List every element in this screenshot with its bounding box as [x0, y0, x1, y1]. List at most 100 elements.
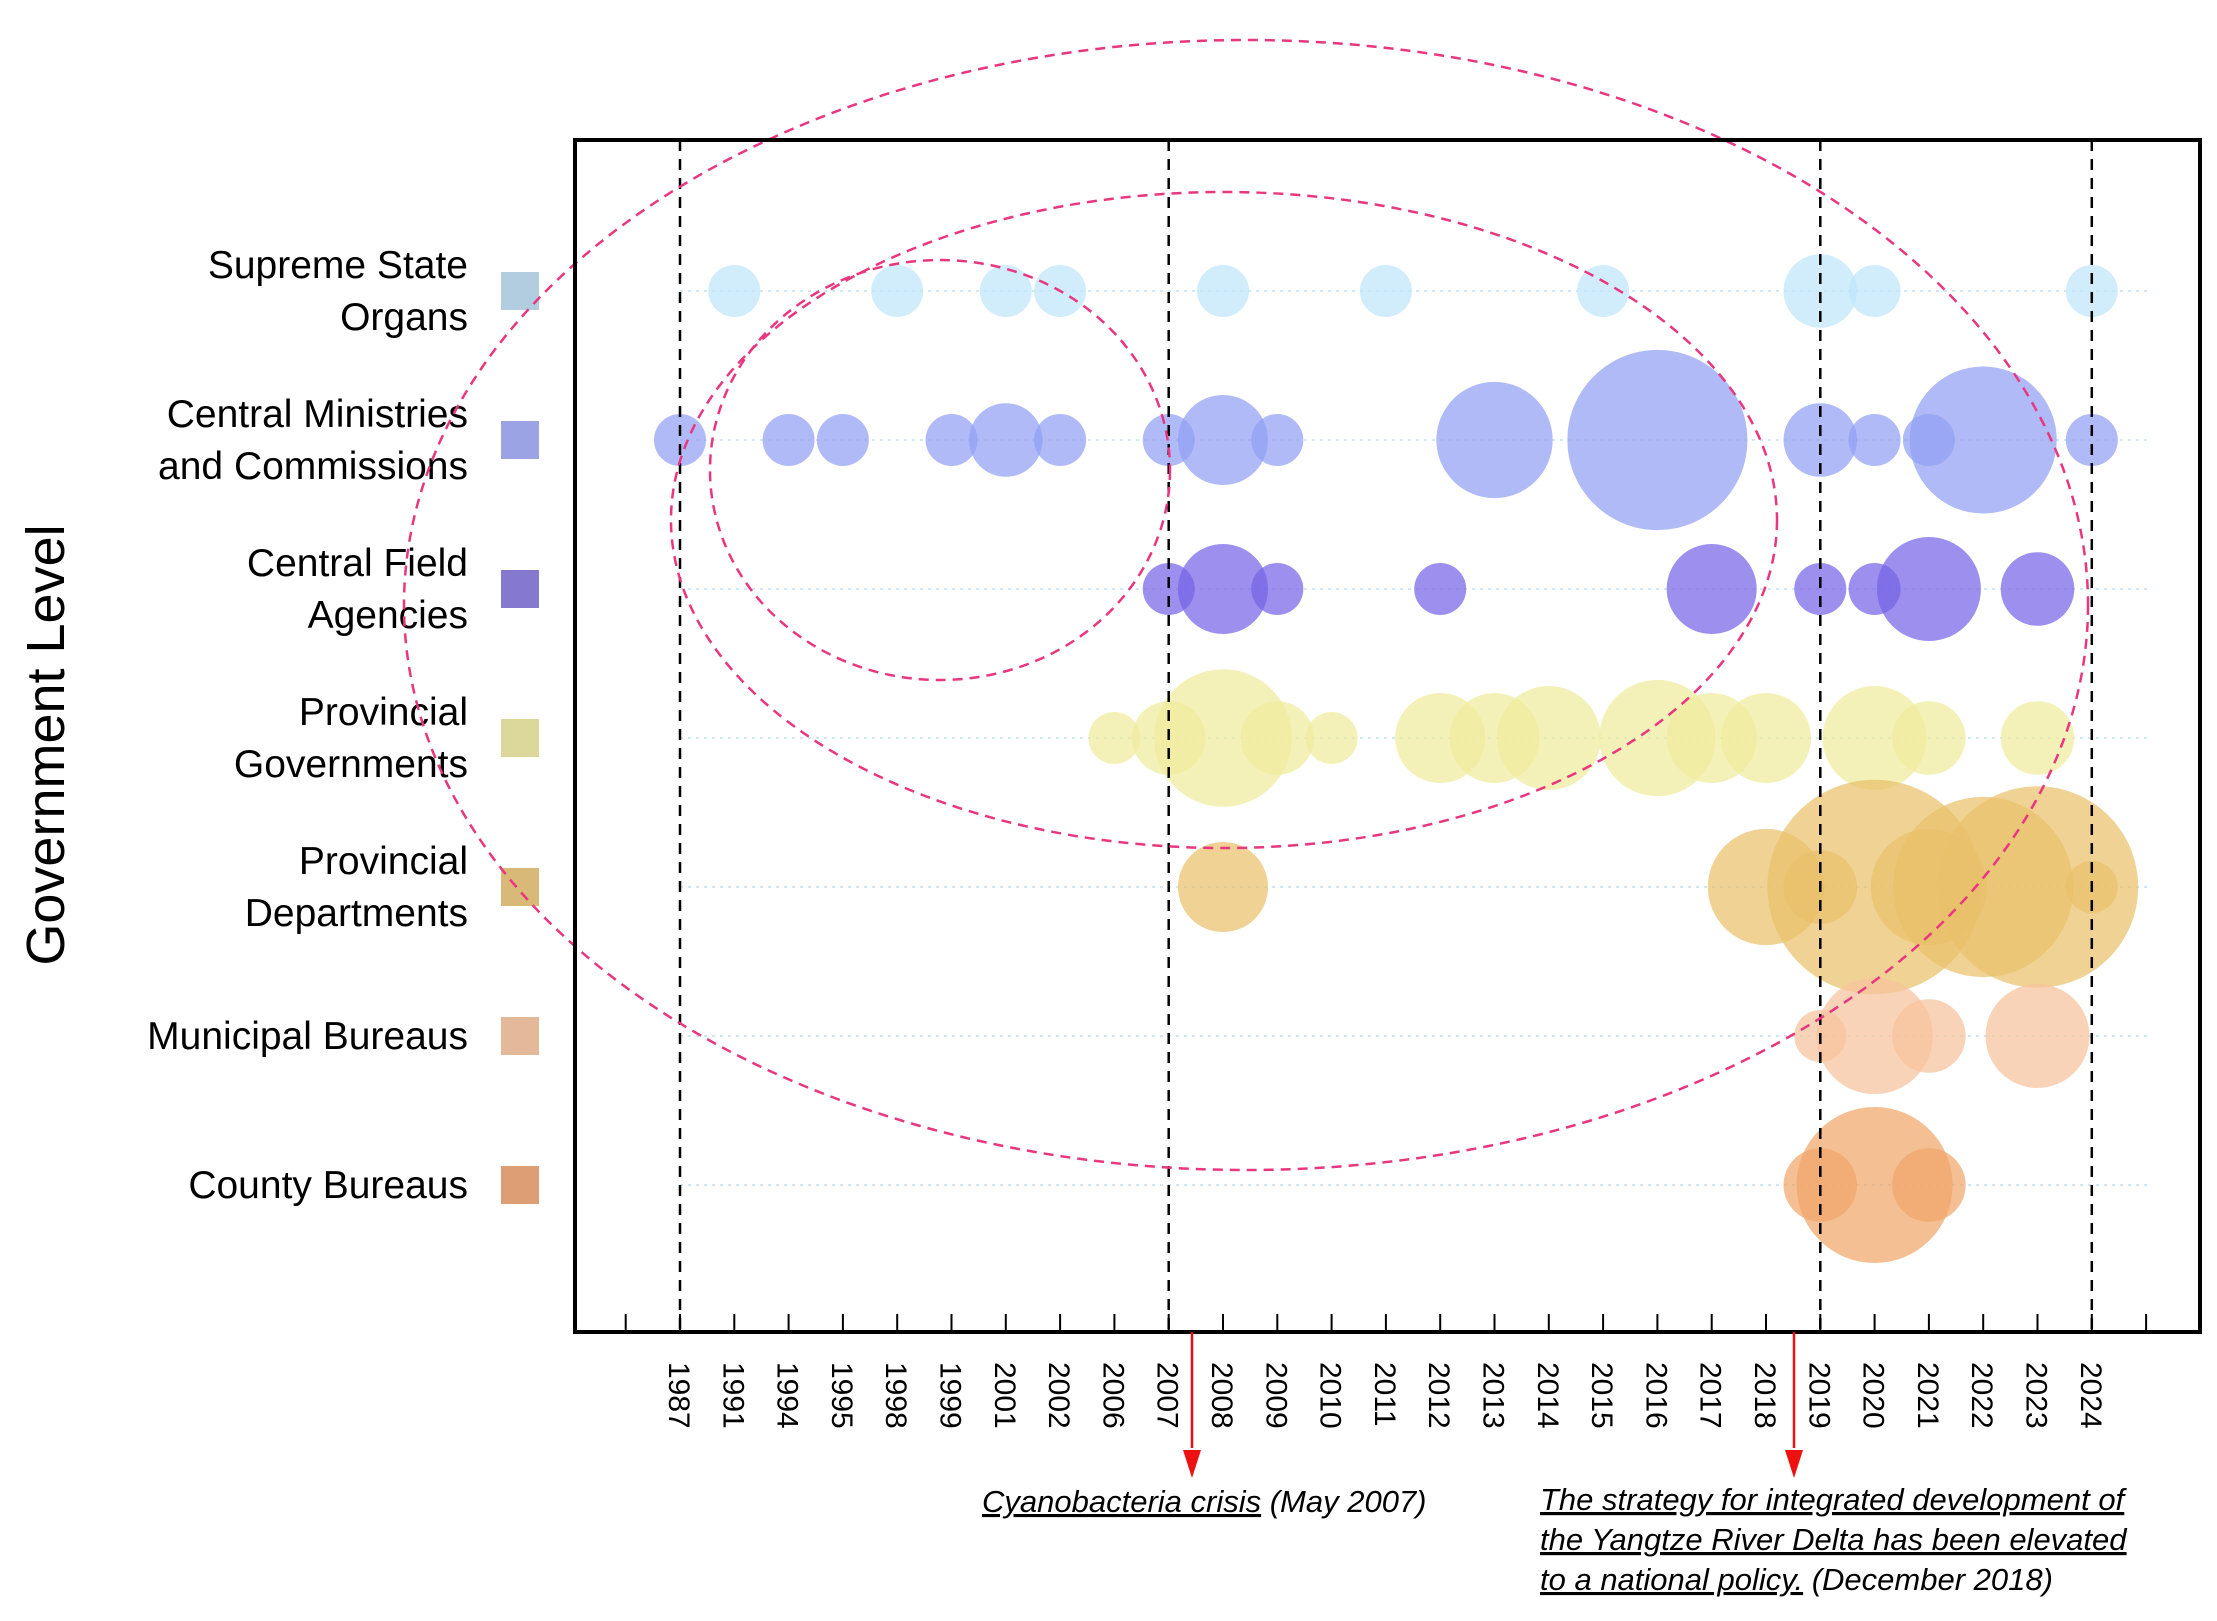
event-annotations: Cyanobacteria crisis (May 2007) The strat… — [982, 1332, 2128, 1597]
category-label: Municipal Bureaus — [147, 1015, 468, 1058]
category-label: Agencies — [308, 594, 468, 637]
category-labels: Supreme State Organs Central Ministries and… — [147, 244, 539, 1207]
bubble — [1177, 543, 1269, 635]
category-label: Provincial — [299, 840, 468, 883]
x-tick-label: 2009 — [1259, 1362, 1292, 1429]
category-swatch — [501, 421, 539, 459]
bubble — [1796, 1107, 1953, 1263]
x-tick-label: 1998 — [879, 1362, 912, 1429]
x-tick-label: 1995 — [825, 1362, 858, 1429]
x-tick-label: 2001 — [988, 1362, 1021, 1429]
bubble — [1305, 712, 1358, 764]
bubble — [2065, 265, 2118, 317]
bubble — [1876, 537, 1981, 641]
x-tick-label: 2014 — [1531, 1362, 1564, 1429]
category-label: Governments — [234, 743, 468, 786]
category-swatch — [501, 272, 539, 310]
bubbles — [654, 254, 2139, 1263]
x-tick-label: 1994 — [771, 1362, 804, 1429]
bubble — [1848, 414, 1901, 466]
bubble — [1436, 381, 1553, 499]
x-tick-label: 2018 — [1748, 1362, 1781, 1429]
category-swatch — [501, 1166, 539, 1204]
bubble — [1177, 841, 1269, 933]
bubble — [979, 265, 1032, 317]
category-label: Central Field — [247, 542, 468, 585]
x-tick-label: 2023 — [2020, 1362, 2053, 1429]
event-annotation-yangtze-line: The strategy for integrated development … — [1540, 1482, 2128, 1517]
bubble — [2065, 414, 2118, 466]
event-annotation-yangtze-line: the Yangtze River Delta has been elevate… — [1540, 1522, 2128, 1557]
x-tick-label: 2024 — [2074, 1362, 2107, 1429]
bubble — [871, 265, 924, 317]
x-tick-label: 1987 — [662, 1362, 695, 1429]
bubble — [1892, 999, 1966, 1073]
bubble — [1197, 265, 1249, 317]
highlight-ellipses — [402, 38, 2090, 1172]
bubble — [969, 403, 1043, 477]
x-tick-label: 2021 — [1911, 1362, 1944, 1429]
category-label: County Bureaus — [188, 1164, 468, 1207]
event-annotation-yangtze-line: to a national policy. (December 2018) — [1540, 1562, 2053, 1597]
highlight-ellipse — [669, 190, 1779, 850]
x-tick-label: 2002 — [1042, 1362, 1075, 1429]
bubble — [1088, 712, 1141, 764]
bubble — [1783, 403, 1858, 477]
year-marker-lines — [678, 140, 2094, 1332]
bubble — [1251, 563, 1304, 615]
bubble — [1783, 254, 1858, 328]
x-tick-label: 2020 — [1857, 1362, 1890, 1429]
x-tick-label: 2013 — [1477, 1362, 1510, 1429]
bubble — [1240, 701, 1315, 775]
event-annotation-cyanobacteria: Cyanobacteria crisis (May 2007) — [982, 1484, 1427, 1519]
bubble — [1567, 349, 1748, 531]
bubble — [1577, 265, 1630, 317]
category-label: Provincial — [299, 691, 468, 734]
plot-frame — [573, 138, 2202, 1334]
x-tick-label: 2010 — [1314, 1362, 1347, 1429]
x-tick-label: 1991 — [716, 1362, 749, 1429]
bubble — [1892, 701, 1966, 775]
bubble — [925, 414, 978, 466]
bubble — [1177, 394, 1269, 486]
x-tick-label: 2007 — [1151, 1362, 1184, 1429]
x-tick-label: 2006 — [1096, 1362, 1129, 1429]
category-label: Departments — [245, 892, 468, 935]
x-tick-label: 2022 — [1965, 1362, 1998, 1429]
category-swatch — [501, 570, 539, 608]
bubble — [762, 414, 815, 466]
bubble — [1822, 686, 1927, 790]
category-swatch — [501, 719, 539, 757]
category-swatch — [501, 1017, 539, 1055]
bubble — [1816, 977, 1933, 1095]
x-tick-label: 2015 — [1585, 1362, 1618, 1429]
category-label: Organs — [340, 296, 468, 339]
bubble — [1414, 563, 1467, 615]
x-tick-label: 1999 — [934, 1362, 967, 1429]
bubble — [1359, 265, 1412, 317]
bubble — [1496, 686, 1601, 790]
bubble — [2000, 552, 2075, 626]
bubble — [1666, 543, 1757, 635]
event-arrow-head — [1183, 1450, 1201, 1478]
bubble — [816, 414, 869, 466]
category-label: Central Ministries — [167, 393, 468, 436]
bubble — [1848, 265, 1901, 317]
highlight-ellipse — [708, 258, 1172, 682]
category-label: and Commissions — [158, 445, 468, 488]
bubble — [1936, 786, 2139, 988]
x-tick-label: 2012 — [1422, 1362, 1455, 1429]
bubble — [1794, 563, 1847, 615]
bubble — [1985, 984, 2090, 1088]
bubble — [1154, 669, 1292, 807]
y-axis-title: Government Level — [16, 524, 76, 965]
x-tick-label: 2017 — [1694, 1362, 1727, 1429]
x-tick-label: 2019 — [1802, 1362, 1835, 1429]
bubble — [708, 265, 761, 317]
bubble — [1909, 366, 2057, 514]
x-axis-ticks: 1987 1991 1994 1995 1998 1999 2001 2002 2006 2007… — [624, 1314, 2148, 1429]
event-arrow-head — [1785, 1450, 1803, 1478]
x-tick-label: 2016 — [1639, 1362, 1672, 1429]
highlight-ellipse — [402, 38, 2090, 1172]
